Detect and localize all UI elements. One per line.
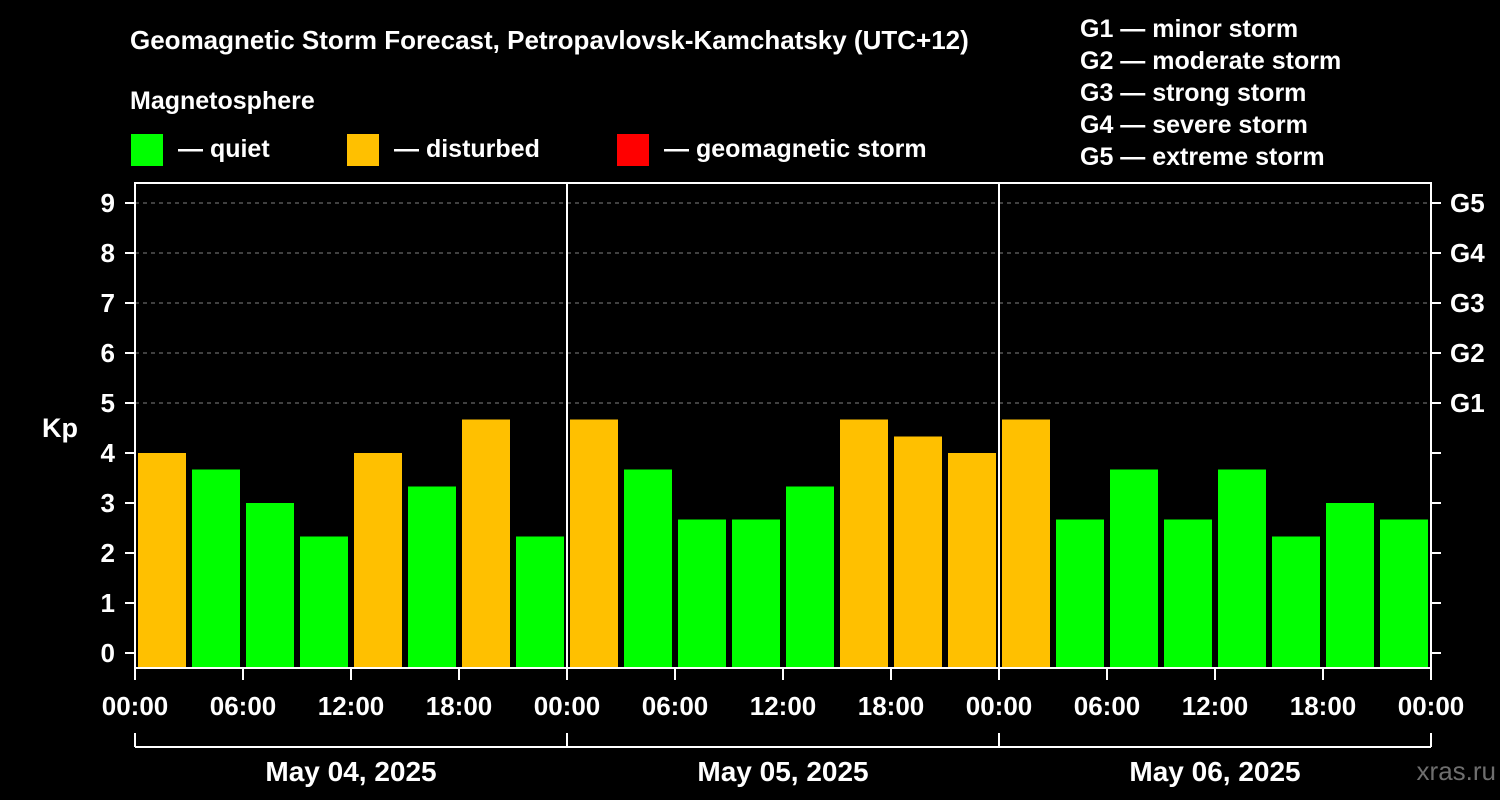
bar-12-quiet	[786, 486, 834, 668]
chart-title: Geomagnetic Storm Forecast, Petropavlovs…	[130, 25, 969, 55]
bar-9-quiet	[624, 469, 672, 668]
bar-20-quiet	[1218, 469, 1266, 668]
y-tick-label-7: 7	[101, 288, 115, 318]
legend-swatch-storm	[617, 134, 649, 166]
bar-6-disturbed	[462, 419, 510, 668]
x-tick-label-12: 00:00	[1398, 691, 1465, 721]
y-axis-label: Kp	[42, 413, 78, 443]
storm-scale-g1: G1 — minor storm	[1080, 15, 1298, 43]
x-tick-label-3: 18:00	[426, 691, 493, 721]
grid-layer	[135, 202, 1431, 404]
y-tick-label-5: 5	[101, 388, 115, 418]
storm-scale-g4: G4 — severe storm	[1080, 111, 1308, 139]
bar-11-quiet	[732, 519, 780, 668]
date-label-1: May 05, 2025	[697, 756, 868, 787]
bar-7-quiet	[516, 536, 564, 668]
storm-scale-g5: G5 — extreme storm	[1080, 143, 1325, 171]
y-tick-label-2: 2	[101, 538, 115, 568]
bar-2-quiet	[246, 503, 294, 668]
bar-0-disturbed	[138, 453, 186, 668]
x-tick-label-2: 12:00	[318, 691, 385, 721]
x-tick-label-6: 12:00	[750, 691, 817, 721]
bar-17-quiet	[1056, 519, 1104, 668]
y-tick-label-8: 8	[101, 238, 115, 268]
x-tick-label-1: 06:00	[210, 691, 277, 721]
bar-3-quiet	[300, 536, 348, 668]
x-tick-label-10: 12:00	[1182, 691, 1249, 721]
bar-18-quiet	[1110, 469, 1158, 668]
x-tick-label-5: 06:00	[642, 691, 709, 721]
bar-23-quiet	[1380, 519, 1428, 668]
labels-layer: 0 1 2 3 4 5 6 7 8 9 G1 G2 G3 G4 G5 00:00 06:00 12:00 18:00…	[101, 188, 1486, 787]
y-tick-label-9: 9	[101, 188, 115, 218]
legend-swatch-disturbed	[347, 134, 379, 166]
bar-22-quiet	[1326, 503, 1374, 668]
y-tick-label-3: 3	[101, 488, 115, 518]
storm-level-label-g2: G2	[1450, 338, 1485, 368]
y-tick-label-1: 1	[101, 588, 115, 618]
storm-scale-g3: G3 — strong storm	[1080, 79, 1306, 107]
legend-label-disturbed: — disturbed	[394, 135, 540, 163]
x-tick-label-0: 00:00	[102, 691, 169, 721]
legend-label-storm: — geomagnetic storm	[664, 135, 927, 163]
legend-swatch-quiet	[131, 134, 163, 166]
bar-10-quiet	[678, 519, 726, 668]
x-tick-label-4: 00:00	[534, 691, 601, 721]
bar-4-disturbed	[354, 453, 402, 668]
bar-15-disturbed	[948, 453, 996, 668]
bar-8-disturbed	[570, 419, 618, 668]
date-label-0: May 04, 2025	[265, 756, 436, 787]
axes-layer	[125, 182, 1441, 748]
x-tick-label-7: 18:00	[858, 691, 925, 721]
x-tick-label-11: 18:00	[1290, 691, 1357, 721]
bar-1-quiet	[192, 469, 240, 668]
bar-13-disturbed	[840, 419, 888, 668]
x-tick-label-8: 00:00	[966, 691, 1033, 721]
watermark: xras.ru	[1417, 756, 1496, 786]
bar-21-quiet	[1272, 536, 1320, 668]
date-label-2: May 06, 2025	[1129, 756, 1300, 787]
bars-layer	[138, 419, 1428, 668]
storm-level-label-g5: G5	[1450, 188, 1485, 218]
y-tick-label-0: 0	[101, 638, 115, 668]
bar-5-quiet	[408, 486, 456, 668]
bar-14-disturbed	[894, 436, 942, 668]
bar-16-disturbed	[1002, 419, 1050, 668]
storm-level-label-g4: G4	[1450, 238, 1485, 268]
legend-label-quiet: — quiet	[178, 135, 270, 163]
legend-heading: Magnetosphere	[130, 87, 315, 115]
storm-scale-g2: G2 — moderate storm	[1080, 47, 1341, 75]
bar-19-quiet	[1164, 519, 1212, 668]
y-tick-label-4: 4	[101, 438, 116, 468]
x-tick-label-9: 06:00	[1074, 691, 1141, 721]
storm-level-label-g3: G3	[1450, 288, 1485, 318]
storm-level-label-g1: G1	[1450, 388, 1485, 418]
y-tick-label-6: 6	[101, 338, 115, 368]
